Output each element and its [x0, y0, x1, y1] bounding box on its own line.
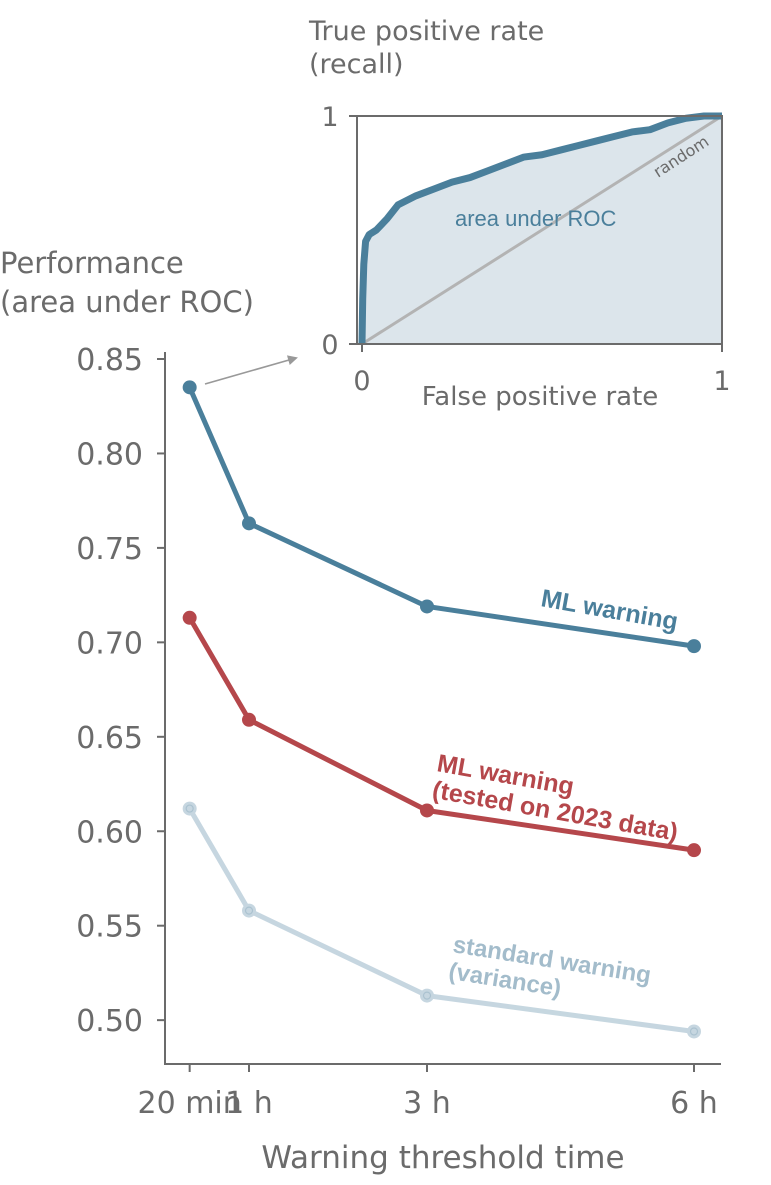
main-plot: Performance (area under ROC) 0.85 0.80 0.7…: [0, 246, 721, 1176]
data-point: [420, 803, 434, 818]
data-point: [420, 599, 434, 614]
inset-frame: [356, 115, 723, 345]
data-point: [687, 1024, 701, 1039]
y-tick-label: 0.50: [76, 1004, 143, 1039]
inset-arrow: [204, 355, 298, 385]
inset-ylabel-line-2: (recall): [309, 49, 404, 80]
y-tick-label: 0.80: [76, 437, 143, 472]
data-point: [242, 712, 256, 727]
x-tick-label: 3 h: [403, 1086, 451, 1121]
x-tick-label: 20 min: [138, 1086, 242, 1121]
data-point: [687, 639, 701, 654]
series-line: [187, 807, 695, 1034]
inset-x-tick-label: 0: [353, 366, 370, 397]
data-point: [182, 380, 197, 395]
inset-roc-plot: True positive rate (recall) random area …: [308, 16, 731, 412]
x-tick-label: 1 h: [225, 1086, 273, 1121]
inset-random-diagonal: [361, 114, 723, 346]
inset-roc-curve: [358, 112, 722, 345]
series-line: [187, 616, 695, 853]
inset-area-label: area under ROC: [455, 206, 617, 231]
main-ylabel-line-2: (area under ROC): [0, 285, 254, 319]
data-point: [182, 610, 197, 625]
series-2: [182, 801, 701, 1039]
main-ylabel-line-1: Performance: [0, 246, 184, 280]
data-point: [687, 843, 701, 858]
inset-x-tick-label: 1: [713, 366, 730, 397]
series-line: [187, 386, 695, 649]
data-point: [242, 903, 256, 918]
y-tick-label: 0.60: [76, 815, 143, 850]
main-xlabel: Warning threshold time: [261, 1140, 624, 1176]
inset-y-tick-label: 1: [321, 102, 338, 133]
x-tick-label: 6 h: [670, 1086, 718, 1121]
y-tick-label: 0.70: [76, 626, 143, 661]
inset-ylabel-line-1: True positive rate: [308, 16, 544, 47]
inset-y-tick-label: 0: [321, 330, 338, 361]
data-point: [242, 516, 256, 531]
data-point: [182, 801, 197, 816]
inset-xlabel: False positive rate: [422, 382, 659, 412]
data-point: [420, 988, 434, 1003]
series-1: [182, 610, 701, 858]
series-0: [182, 380, 701, 654]
y-tick-label: 0.55: [76, 910, 143, 945]
y-tick-label: 0.65: [76, 721, 143, 756]
y-tick-label: 0.75: [76, 532, 143, 567]
y-tick-label: 0.85: [76, 343, 143, 378]
